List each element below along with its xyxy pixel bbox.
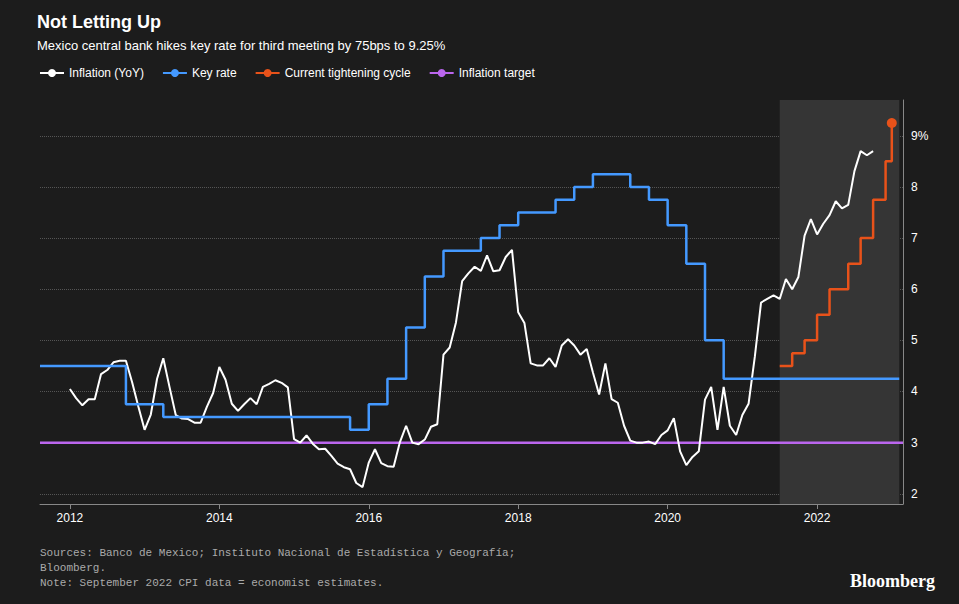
svg-text:Mexico central bank hikes key: Mexico central bank hikes key rate for t… (37, 38, 446, 53)
svg-text:9%: 9% (911, 129, 929, 143)
svg-text:3: 3 (911, 436, 918, 450)
svg-text:Inflation (YoY): Inflation (YoY) (69, 66, 144, 80)
svg-text:2: 2 (911, 487, 918, 501)
svg-text:6: 6 (911, 282, 918, 296)
svg-text:2016: 2016 (355, 511, 382, 525)
svg-text:Sources: Banco de Mexico; Inst: Sources: Banco de Mexico; Instituto Naci… (40, 547, 515, 559)
svg-text:Current tightening cycle: Current tightening cycle (285, 66, 411, 80)
svg-text:Bloomberg.: Bloomberg. (40, 562, 106, 574)
svg-text:7: 7 (911, 231, 918, 245)
svg-text:Note: September 2022 CPI data: Note: September 2022 CPI data = economis… (40, 577, 383, 589)
svg-text:Key rate: Key rate (192, 66, 237, 80)
svg-text:Bloomberg: Bloomberg (850, 571, 935, 591)
svg-text:5: 5 (911, 333, 918, 347)
svg-text:4: 4 (911, 384, 918, 398)
svg-text:Inflation target: Inflation target (459, 66, 536, 80)
svg-text:2022: 2022 (804, 511, 831, 525)
svg-text:2018: 2018 (505, 511, 532, 525)
svg-text:Not Letting Up: Not Letting Up (37, 12, 161, 32)
svg-text:2014: 2014 (206, 511, 233, 525)
svg-text:2012: 2012 (57, 511, 84, 525)
svg-text:2020: 2020 (654, 511, 681, 525)
svg-text:8: 8 (911, 180, 918, 194)
